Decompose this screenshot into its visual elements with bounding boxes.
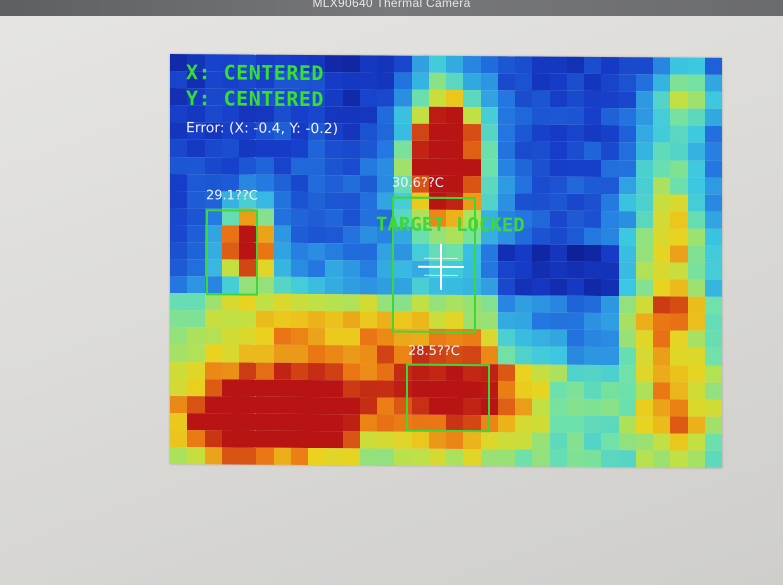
detection-box-1 (206, 209, 258, 296)
detection-label-2: 30.6??C (392, 175, 444, 191)
window-title: MLX90640 Thermal Camera (312, 0, 471, 10)
y-status-text: Y: CENTERED (186, 86, 324, 112)
crosshair-icon (418, 243, 464, 290)
detection-label-3: 28.5??C (408, 343, 460, 360)
error-readout: Error: (X: -0.4, Y: -0.2) (186, 120, 339, 138)
detection-label-1: 29.1??C (206, 188, 258, 204)
thermal-image: X: CENTERED Y: CENTERED Error: (X: -0.4,… (170, 54, 722, 468)
target-locked-text: TARGET LOCKED (376, 213, 525, 237)
detection-box-3 (406, 363, 490, 433)
window-titlebar[interactable]: MLX90640 Thermal Camera (0, 0, 783, 16)
thermal-overlay: X: CENTERED Y: CENTERED Error: (X: -0.4,… (170, 54, 722, 468)
x-status-text: X: CENTERED (186, 60, 324, 86)
